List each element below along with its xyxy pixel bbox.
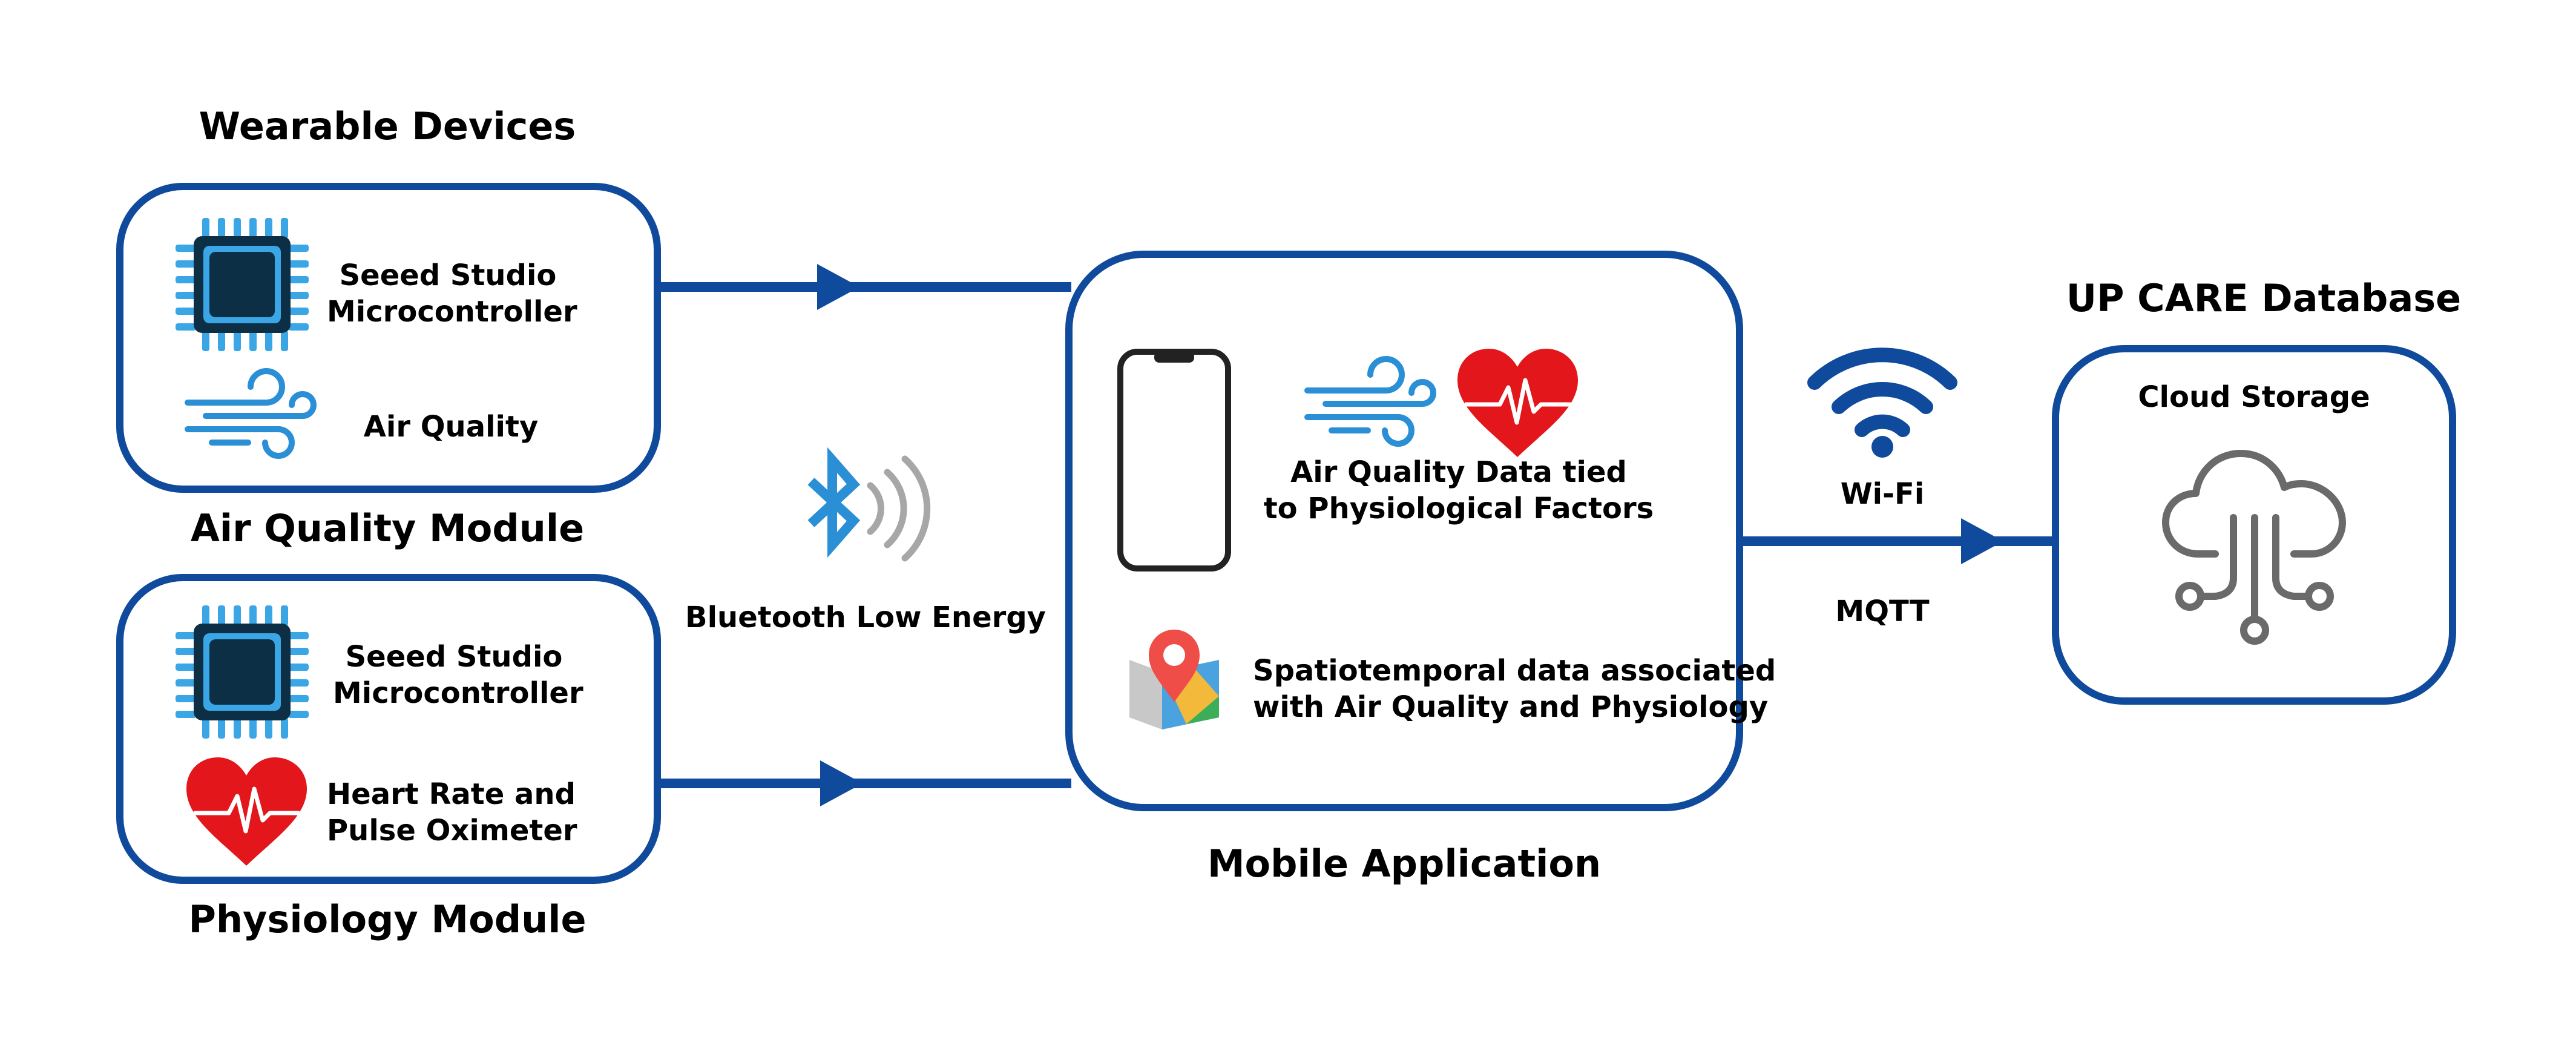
physio-module-mcu-label-line2: Microcontroller xyxy=(333,676,583,710)
heart-rate-label-line2: Pulse Oximeter xyxy=(327,814,577,848)
wind-icon xyxy=(185,368,317,459)
air-quality-module-caption: Air Quality Module xyxy=(190,506,585,550)
heart-rate-label-line1: Heart Rate and xyxy=(327,777,576,811)
air-quality-data-label-line1: Air Quality Data tied xyxy=(1290,455,1627,489)
bluetooth-icon xyxy=(807,447,931,562)
microcontroller-chip-icon xyxy=(176,218,309,351)
cloud-storage-label: Cloud Storage xyxy=(2138,380,2370,414)
arrowhead-icon xyxy=(817,264,859,310)
ble-connector-top xyxy=(660,282,1071,292)
wearable-devices-title: Wearable Devices xyxy=(199,104,576,148)
cloud-network-icon xyxy=(2162,450,2346,645)
microcontroller-chip-icon xyxy=(176,605,309,739)
wifi-icon xyxy=(1807,347,1957,458)
air-quality-sensor-label: Air Quality xyxy=(363,410,539,444)
map-pin-icon xyxy=(1129,630,1219,730)
bluetooth-low-energy-label: Bluetooth Low Energy xyxy=(685,601,1046,634)
air-module-mcu-label-line2: Microcontroller xyxy=(327,295,577,329)
air-quality-data-label-line2: to Physiological Factors xyxy=(1263,492,1654,525)
mobile-application-caption: Mobile Application xyxy=(1207,842,1602,886)
wifi-label: Wi-Fi xyxy=(1840,477,1925,511)
mqtt-label: MQTT xyxy=(1835,595,1930,628)
spatiotemporal-label-line1: Spatiotemporal data associated xyxy=(1253,654,1776,688)
arrowhead-icon xyxy=(1961,518,2003,564)
up-care-database-title: UP CARE Database xyxy=(2066,276,2462,320)
spatiotemporal-label-line2: with Air Quality and Physiology xyxy=(1253,690,1769,724)
physio-module-mcu-label-line1: Seeed Studio xyxy=(345,640,563,674)
heart-rate-icon xyxy=(186,757,307,866)
wifi-connector xyxy=(1742,536,2060,546)
smartphone-icon xyxy=(1117,349,1231,571)
ble-connector-bottom xyxy=(660,779,1071,788)
physiology-module-caption: Physiology Module xyxy=(188,897,586,941)
arrowhead-icon xyxy=(820,760,862,806)
heart-rate-icon xyxy=(1457,349,1578,457)
wind-icon xyxy=(1304,356,1436,447)
air-module-mcu-label-line1: Seeed Studio xyxy=(339,259,557,292)
